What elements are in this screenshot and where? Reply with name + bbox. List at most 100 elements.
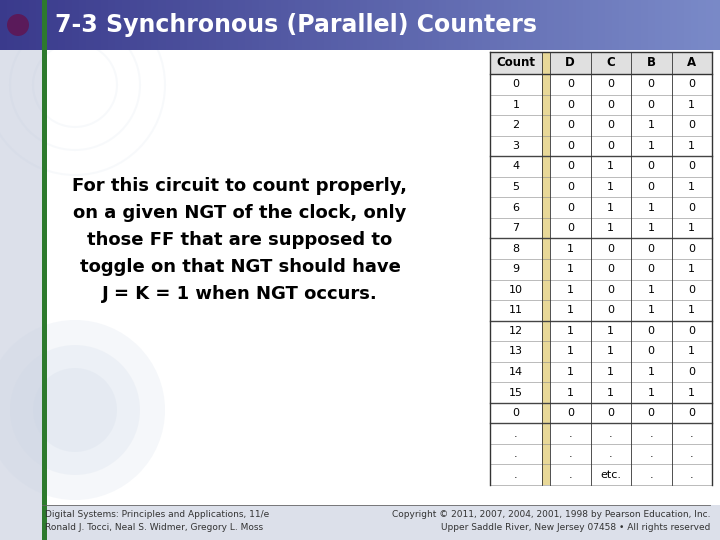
Text: 1: 1 — [648, 285, 654, 295]
Bar — [490, 52, 712, 485]
Text: For this circuit to count properly,
on a given NGT of the clock, only
those FF t: For this circuit to count properly, on a… — [73, 177, 408, 303]
Bar — [626, 0, 634, 50]
Bar — [42, 0, 47, 540]
Bar — [288, 0, 295, 50]
Bar — [454, 0, 461, 50]
Bar — [14, 0, 22, 50]
Bar — [547, 0, 554, 50]
Bar — [432, 0, 439, 50]
Text: 4: 4 — [513, 161, 520, 172]
Text: 12: 12 — [509, 326, 523, 336]
Bar — [50, 0, 58, 50]
Text: 1: 1 — [648, 141, 654, 151]
Text: 7: 7 — [513, 223, 520, 233]
Text: 1: 1 — [567, 264, 574, 274]
Bar — [598, 0, 605, 50]
Bar — [180, 0, 187, 50]
Bar — [490, 52, 712, 74]
Bar — [58, 0, 65, 50]
Text: 1: 1 — [648, 223, 654, 233]
Bar — [439, 0, 446, 50]
Text: 1: 1 — [567, 285, 574, 295]
Bar — [590, 0, 598, 50]
Bar — [338, 0, 346, 50]
Bar — [396, 0, 403, 50]
Bar — [497, 0, 504, 50]
Text: 0: 0 — [567, 79, 574, 89]
Text: 0: 0 — [607, 408, 614, 418]
Bar — [166, 0, 173, 50]
Bar — [94, 0, 101, 50]
Bar — [202, 0, 209, 50]
Text: 0: 0 — [648, 161, 654, 172]
Bar — [576, 0, 583, 50]
Bar — [367, 0, 374, 50]
Text: 0: 0 — [607, 100, 614, 110]
Text: C: C — [606, 57, 615, 70]
Circle shape — [33, 368, 117, 452]
Bar — [562, 0, 569, 50]
Text: .: . — [649, 429, 653, 438]
Bar — [79, 0, 86, 50]
Text: Copyright © 2011, 2007, 2004, 2001, 1998 by Pearson Education, Inc.
Upper Saddle: Copyright © 2011, 2007, 2004, 2001, 1998… — [392, 510, 710, 531]
Text: 0: 0 — [513, 79, 520, 89]
Bar — [317, 0, 324, 50]
Text: 0: 0 — [607, 120, 614, 130]
Bar — [677, 0, 684, 50]
Text: .: . — [649, 449, 653, 459]
Text: 1: 1 — [648, 202, 654, 213]
Text: .: . — [690, 470, 693, 480]
Bar — [542, 52, 550, 74]
Text: .: . — [514, 470, 518, 480]
Bar — [0, 0, 7, 50]
Bar — [151, 0, 158, 50]
Bar — [209, 0, 216, 50]
Bar — [331, 0, 338, 50]
Text: .: . — [609, 429, 613, 438]
Bar — [382, 0, 389, 50]
Bar — [302, 0, 310, 50]
Bar — [295, 0, 302, 50]
Text: 3: 3 — [513, 141, 520, 151]
Bar — [418, 0, 425, 50]
Text: 0: 0 — [607, 244, 614, 254]
Text: 1: 1 — [567, 326, 574, 336]
Text: 0: 0 — [648, 182, 654, 192]
Text: 2: 2 — [513, 120, 520, 130]
Text: 1: 1 — [607, 388, 614, 397]
Text: 0: 0 — [688, 367, 696, 377]
Text: 0: 0 — [688, 326, 696, 336]
Text: 6: 6 — [513, 202, 520, 213]
Text: 1: 1 — [607, 202, 614, 213]
Text: 1: 1 — [688, 305, 696, 315]
Bar — [389, 0, 396, 50]
Bar — [281, 0, 288, 50]
Text: 0: 0 — [688, 79, 696, 89]
Bar — [713, 0, 720, 50]
Text: 1: 1 — [648, 120, 654, 130]
Text: 0: 0 — [513, 408, 520, 418]
Bar — [130, 0, 137, 50]
Text: .: . — [690, 429, 693, 438]
Text: 1: 1 — [648, 388, 654, 397]
Bar — [698, 0, 706, 50]
Text: 0: 0 — [607, 285, 614, 295]
Bar — [475, 0, 482, 50]
Text: 0: 0 — [607, 305, 614, 315]
Bar — [542, 52, 550, 485]
Bar — [518, 0, 526, 50]
Circle shape — [0, 320, 165, 500]
Bar — [7, 0, 14, 50]
Bar — [252, 0, 259, 50]
Circle shape — [7, 14, 29, 36]
Bar — [72, 0, 79, 50]
Bar — [245, 0, 252, 50]
Text: 1: 1 — [607, 182, 614, 192]
Text: 15: 15 — [509, 388, 523, 397]
Text: 0: 0 — [648, 79, 654, 89]
Text: D: D — [565, 57, 575, 70]
Bar — [259, 0, 266, 50]
Text: 13: 13 — [509, 347, 523, 356]
Text: 1: 1 — [607, 347, 614, 356]
Bar — [65, 0, 72, 50]
